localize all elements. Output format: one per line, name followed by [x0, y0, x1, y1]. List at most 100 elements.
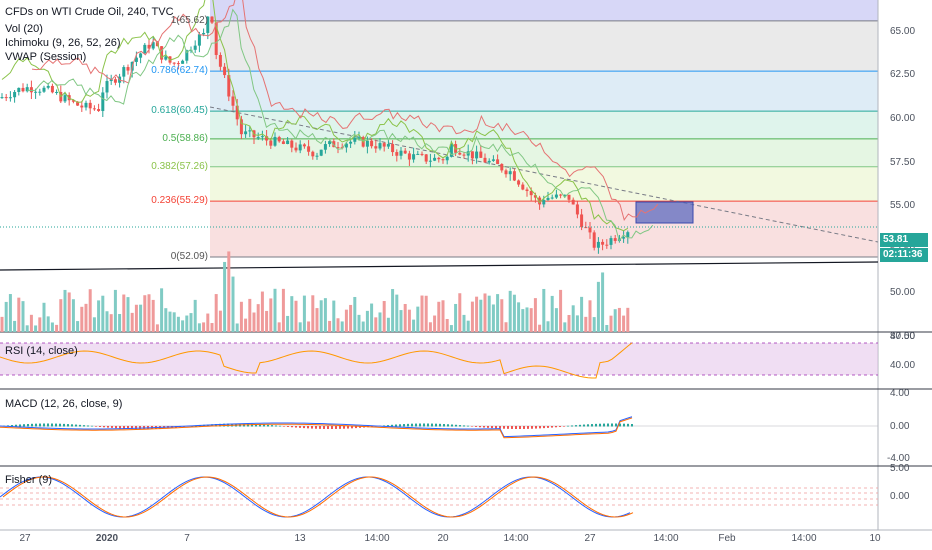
volume-bar	[55, 325, 58, 332]
macd-histogram	[83, 425, 85, 426]
macd-histogram	[271, 425, 273, 426]
time-tick-label: 20	[437, 533, 448, 544]
macd-histogram	[623, 424, 625, 427]
candle-body	[463, 155, 466, 156]
volume-bar	[492, 304, 495, 332]
macd-histogram	[55, 424, 57, 427]
fisher-label[interactable]: Fisher (9)	[5, 474, 52, 486]
macd-histogram	[23, 424, 25, 426]
volume-bar	[349, 305, 352, 332]
macd-histogram	[95, 426, 97, 427]
candle-body	[307, 146, 310, 151]
candle-body	[164, 56, 167, 59]
volume-bar	[601, 272, 604, 332]
candle-body	[471, 151, 474, 158]
candle-body	[555, 195, 558, 198]
macd-histogram	[595, 424, 597, 427]
candle-body	[370, 141, 373, 147]
candle-body	[80, 106, 83, 108]
candle-body	[295, 148, 298, 151]
macd-histogram	[535, 426, 537, 429]
volume-bar	[408, 310, 411, 332]
candle-body	[353, 138, 356, 142]
volume-bar	[51, 322, 54, 332]
candle-body	[261, 136, 264, 137]
macd-histogram	[319, 426, 321, 429]
time-tick-label: 10	[869, 533, 880, 544]
macd-histogram	[399, 424, 401, 426]
volume-bar	[437, 302, 440, 332]
macd-histogram	[587, 424, 589, 426]
volume-bar	[622, 316, 625, 332]
volume-bar	[475, 297, 478, 332]
fib-zone	[210, 21, 878, 71]
candle-body	[400, 151, 403, 156]
candle-body	[47, 86, 50, 88]
price-tick-label: 57.50	[890, 157, 915, 168]
candle-body	[232, 96, 235, 105]
rsi-label[interactable]: RSI (14, close)	[5, 345, 78, 357]
candle-body	[139, 53, 142, 57]
macd-histogram	[627, 424, 629, 427]
candle-body	[580, 214, 583, 227]
macd-histogram	[571, 425, 573, 426]
fib-level-label: 0(52.09)	[171, 251, 208, 262]
price-tick-label: 50.00	[890, 287, 915, 298]
candle-body	[282, 141, 285, 144]
fib-zone	[210, 71, 878, 111]
macd-histogram	[575, 425, 577, 426]
indicator-vwap[interactable]: VWAP (Session)	[5, 51, 86, 64]
indicator-ichimoku[interactable]: Ichimoku (9, 26, 52, 26)	[5, 37, 121, 50]
volume-bar	[106, 311, 109, 332]
macd-histogram	[71, 424, 73, 426]
macd-histogram	[103, 426, 105, 427]
volume-bar	[181, 320, 184, 332]
fisher-line	[0, 477, 630, 517]
macd-label[interactable]: MACD (12, 26, close, 9)	[5, 398, 122, 410]
macd-histogram	[31, 424, 33, 427]
volume-bar	[496, 294, 499, 332]
macd-histogram	[631, 424, 633, 426]
candle-body	[349, 142, 352, 144]
macd-histogram	[295, 426, 297, 428]
candle-body	[143, 45, 146, 54]
volume-bar	[97, 300, 100, 332]
candle-body	[597, 242, 600, 248]
indicator-vol[interactable]: Vol (20)	[5, 23, 43, 36]
volume-bar	[26, 325, 29, 332]
macd-histogram	[543, 426, 545, 428]
candle-body	[551, 198, 554, 199]
volume-bar	[626, 308, 629, 332]
volume-bar	[421, 296, 424, 332]
volume-bar	[316, 308, 319, 332]
volume-bar	[148, 294, 151, 332]
volume-bar	[13, 321, 16, 332]
volume-bar	[463, 315, 466, 332]
candle-body	[513, 171, 516, 180]
macd-histogram	[323, 426, 325, 429]
macd-histogram	[99, 426, 101, 427]
candle-body	[269, 140, 272, 145]
candle-body	[404, 151, 407, 154]
candle-body	[177, 63, 180, 64]
candle-body	[383, 143, 386, 146]
volume-bar	[488, 296, 491, 332]
volume-bar	[156, 324, 159, 332]
volume-bar	[379, 312, 382, 332]
macd-histogram	[267, 425, 269, 427]
macd-histogram	[471, 426, 473, 427]
symbol-title[interactable]: CFDs on WTI Crude Oil, 240, TVC	[5, 6, 174, 19]
macd-histogram	[487, 426, 489, 428]
volume-bar	[341, 321, 344, 332]
macd-histogram	[119, 426, 121, 428]
volume-bar	[139, 305, 142, 332]
macd-histogram	[67, 424, 69, 426]
macd-histogram	[331, 426, 333, 429]
macd-histogram	[567, 426, 569, 427]
volume-bar	[274, 289, 277, 332]
candle-body	[374, 146, 377, 148]
candle-body	[17, 88, 20, 92]
candle-body	[387, 144, 390, 147]
volume-bar	[152, 300, 155, 332]
